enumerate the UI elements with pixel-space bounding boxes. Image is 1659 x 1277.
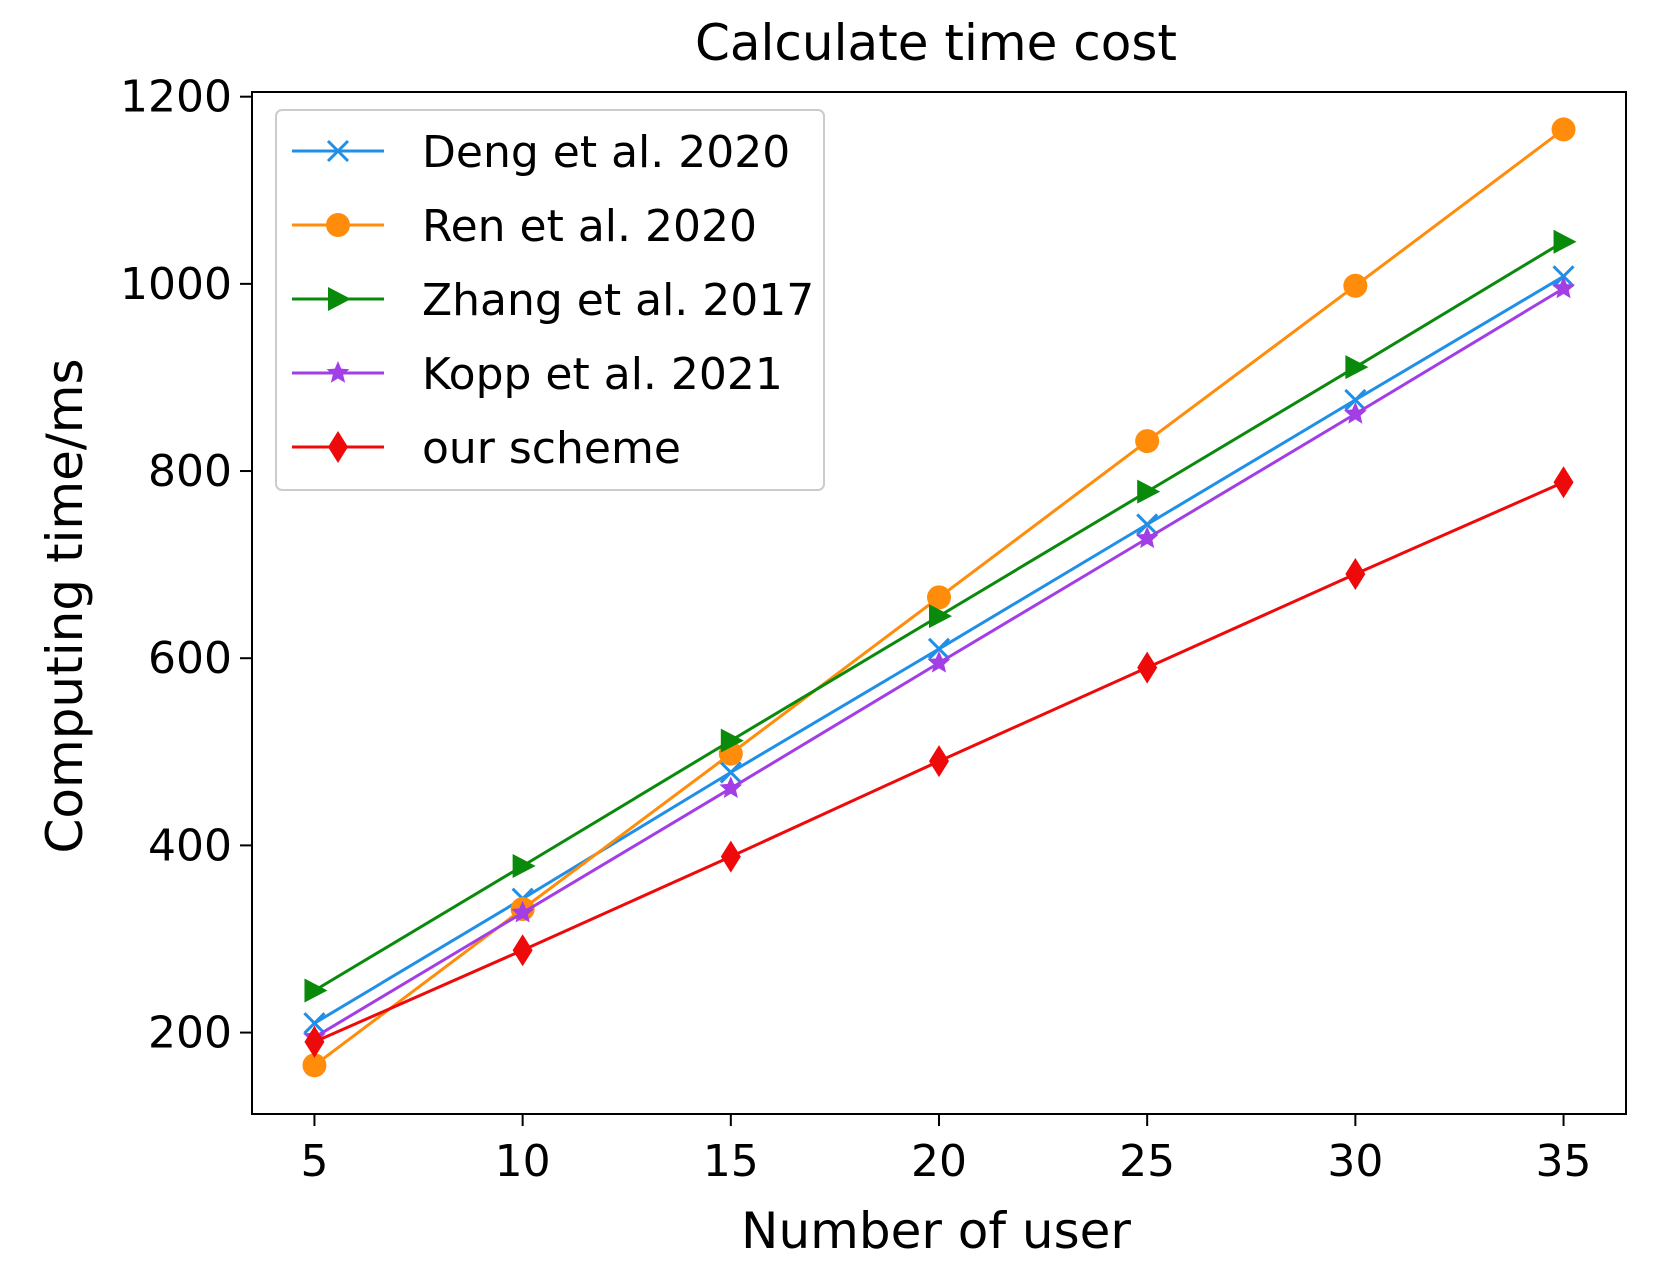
y-axis-label: Computing time/ms xyxy=(36,358,94,853)
data-point xyxy=(1135,429,1160,454)
legend-entry: Zhang et al. 2017 xyxy=(292,275,814,326)
legend-entry: Ren et al. 2020 xyxy=(292,201,757,252)
marker-x-stroke xyxy=(303,1012,326,1035)
data-point xyxy=(1136,513,1159,536)
x-axis-label: Number of user xyxy=(741,1202,1131,1260)
chart-title: Calculate time cost xyxy=(695,14,1177,72)
data-point xyxy=(304,1025,325,1058)
legend-marker xyxy=(326,361,350,383)
legend-label: Ren et al. 2020 xyxy=(422,201,757,252)
data-point xyxy=(1552,276,1575,299)
legend: Deng et al. 2020 Ren et al. 2020 Zhang et … xyxy=(275,109,825,491)
data-point xyxy=(927,585,951,610)
legend-marker xyxy=(326,213,350,237)
x-tick-label: 15 xyxy=(703,1136,759,1187)
x-tick-label: 10 xyxy=(495,1136,551,1187)
data-point xyxy=(304,978,328,1003)
marker-x-stroke xyxy=(1552,265,1575,288)
data-point xyxy=(1345,557,1366,590)
x-tick-label: 25 xyxy=(1119,1136,1175,1187)
legend-marker xyxy=(328,287,351,311)
y-tick-label: 1000 xyxy=(120,259,232,310)
data-point xyxy=(929,745,949,778)
x-tick-label: 35 xyxy=(1536,1136,1592,1187)
marker-x-stroke xyxy=(927,637,951,660)
legend-label: Deng et al. 2020 xyxy=(422,127,790,178)
marker-x-stroke xyxy=(1136,513,1159,536)
data-point xyxy=(1137,651,1158,684)
x-axis-ticks: 5 10 15 20 25 30 35 xyxy=(300,1114,1592,1187)
y-tick-label: 200 xyxy=(148,1008,232,1059)
legend-marker xyxy=(326,139,350,163)
x-tick-label: 30 xyxy=(1327,1136,1383,1187)
data-point xyxy=(302,1053,327,1078)
y-tick-label: 400 xyxy=(148,820,232,871)
data-point xyxy=(303,1012,326,1035)
y-tick-label: 800 xyxy=(148,446,232,497)
data-point xyxy=(719,776,743,798)
legend-label: our scheme xyxy=(422,423,681,474)
y-axis-ticks: 200 400 600 800 1000 1200 xyxy=(120,72,252,1059)
data-point xyxy=(1551,117,1576,142)
marker-x-stroke xyxy=(326,139,350,163)
data-point xyxy=(1137,479,1161,504)
legend-entry: Kopp et al. 2021 xyxy=(292,349,783,400)
data-point xyxy=(1344,388,1367,411)
data-point xyxy=(720,728,744,753)
data-point xyxy=(1553,229,1577,254)
data-point xyxy=(929,604,952,629)
data-point xyxy=(720,840,741,873)
data-point xyxy=(1553,466,1574,499)
data-point xyxy=(1135,526,1159,549)
data-point xyxy=(512,934,533,967)
data-point xyxy=(927,637,951,660)
data-point xyxy=(1343,273,1368,298)
legend-marker xyxy=(328,431,348,463)
data-point xyxy=(511,900,534,923)
data-point xyxy=(1345,355,1369,380)
data-point xyxy=(719,761,742,784)
y-tick-label: 600 xyxy=(148,633,232,684)
series-our-scheme xyxy=(304,466,1574,1058)
series-zhang-et-al-2017 xyxy=(304,229,1577,1003)
legend-entry: Deng et al. 2020 xyxy=(292,127,790,178)
data-point xyxy=(1552,265,1575,288)
data-point xyxy=(1344,401,1367,424)
marker-x-stroke xyxy=(1344,388,1367,411)
legend-label: Zhang et al. 2017 xyxy=(422,275,814,326)
legend-entry: our scheme xyxy=(292,423,681,474)
x-tick-label: 5 xyxy=(300,1136,328,1187)
plot-area: 5 10 15 20 25 30 35 200 400 600 800 1000 1200 xyxy=(120,72,1627,1187)
series-kopp-et-al-2021 xyxy=(303,276,1575,1047)
y-tick-label: 1200 xyxy=(120,72,232,123)
x-tick-label: 20 xyxy=(911,1136,967,1187)
legend-box xyxy=(275,109,825,491)
marker-x-stroke xyxy=(719,761,742,784)
data-point xyxy=(927,650,951,673)
data-point xyxy=(512,853,536,878)
legend-label: Kopp et al. 2021 xyxy=(422,349,783,400)
